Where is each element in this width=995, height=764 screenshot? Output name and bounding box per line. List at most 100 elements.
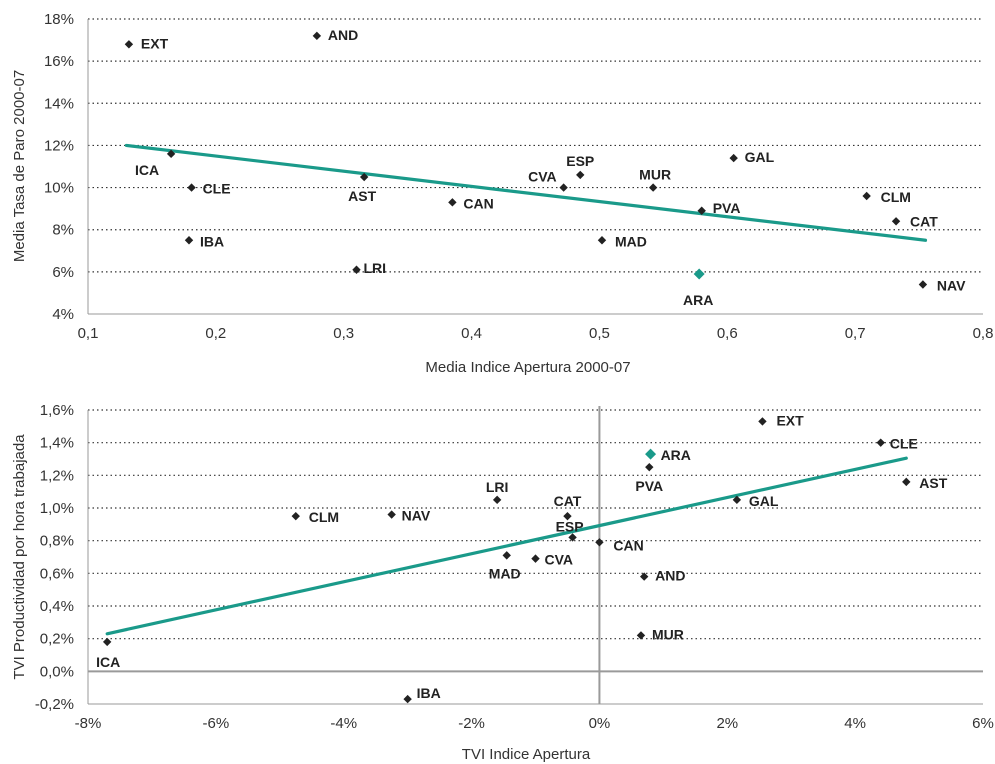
x-tick-label: -6% — [203, 715, 230, 732]
y-tick-label: 0,6% — [40, 565, 74, 582]
data-label-mad: MAD — [615, 233, 647, 249]
data-point-cva — [559, 183, 568, 192]
x-tick-label: -4% — [330, 715, 357, 732]
data-label-esp: ESP — [556, 518, 584, 534]
data-point-mur — [648, 183, 658, 192]
data-point-cat — [563, 511, 572, 521]
x-tick-label: 0,8 — [973, 325, 994, 342]
data-point-esp — [568, 533, 577, 542]
y-tick-label: -0,2% — [35, 696, 74, 713]
data-point-lri — [492, 495, 502, 505]
data-label-lri: LRI — [486, 479, 509, 495]
y-tick-label: 0,4% — [40, 598, 74, 615]
data-label-mur: MUR — [639, 167, 671, 183]
y-tick-label: 1,4% — [40, 435, 74, 452]
x-tick-label: 4% — [844, 715, 866, 732]
data-label-can: CAN — [613, 537, 643, 553]
data-point-cva — [531, 554, 540, 563]
data-label-nav: NAV — [937, 278, 966, 294]
data-point-nav — [918, 280, 928, 289]
data-label-cva: CVA — [528, 169, 557, 185]
x-axis-title: TVI Indice Apertura — [462, 746, 591, 763]
data-label-gal: GAL — [749, 493, 779, 509]
x-tick-label: 0,2 — [205, 325, 226, 342]
y-tick-label: 6% — [52, 264, 74, 281]
data-label-nav: NAV — [402, 508, 431, 524]
data-point-cle — [187, 183, 196, 192]
data-point-ext — [124, 40, 134, 49]
y-tick-label: 4% — [52, 306, 74, 323]
data-label-ara: ARA — [661, 447, 691, 463]
data-label-ext: EXT — [776, 412, 804, 428]
data-point-ara — [645, 448, 657, 460]
data-label-and: AND — [328, 27, 358, 43]
x-tick-label: 0,6 — [717, 325, 738, 342]
y-tick-label: 0,8% — [40, 533, 74, 550]
x-axis-title: Media Indice Apertura 2000-07 — [425, 359, 630, 376]
y-axis-title: Media Tasa de Paro 2000-07 — [11, 70, 28, 262]
data-label-can: CAN — [463, 195, 493, 211]
data-point-ast — [902, 477, 911, 487]
data-point-cle — [876, 438, 885, 447]
x-tick-label: 0% — [589, 715, 611, 732]
data-label-cat: CAT — [910, 213, 938, 229]
data-point-mad — [502, 551, 511, 560]
data-point-ara — [693, 268, 705, 280]
data-label-and: AND — [655, 568, 685, 584]
y-tick-label: 1,2% — [40, 467, 74, 484]
x-tick-label: -8% — [75, 715, 102, 732]
data-point-pva — [645, 462, 654, 472]
data-point-gal — [732, 495, 742, 505]
data-point-can — [448, 198, 457, 207]
data-point-can — [595, 538, 604, 547]
x-tick-label: 0,3 — [333, 325, 354, 342]
data-label-pva: PVA — [635, 478, 663, 494]
data-label-clm: CLM — [881, 189, 911, 205]
data-point-clm — [291, 511, 300, 521]
data-label-ast: AST — [919, 475, 947, 491]
x-tick-label: 6% — [972, 715, 994, 732]
data-label-ast: AST — [348, 188, 376, 204]
y-tick-label: 10% — [44, 180, 74, 197]
data-label-cat: CAT — [554, 493, 582, 509]
data-label-ext: EXT — [141, 35, 169, 51]
data-point-and — [312, 31, 322, 41]
y-tick-label: 8% — [52, 222, 74, 239]
trendline — [105, 456, 908, 636]
y-tick-label: 0,0% — [40, 663, 74, 680]
data-label-ica: ICA — [96, 654, 120, 670]
data-label-esp: ESP — [566, 153, 594, 169]
data-label-iba: IBA — [200, 233, 224, 249]
data-point-and — [639, 572, 649, 581]
data-point-clm — [862, 191, 871, 201]
data-point-iba — [184, 236, 194, 245]
x-tick-label: 2% — [716, 715, 738, 732]
y-tick-label: 0,2% — [40, 631, 74, 648]
chart-productivity-vs-openness: -0,2% 0,0% 0,2% 0,4% 0,6% 0,8% 1,0% 1,2% 1,4% 1,6… — [11, 402, 994, 763]
data-label-cle: CLE — [203, 181, 231, 197]
data-label-ica: ICA — [135, 162, 159, 178]
y-tick-label: 14% — [44, 95, 74, 112]
data-label-mur: MUR — [652, 626, 684, 642]
data-label-gal: GAL — [745, 149, 775, 165]
data-point-cat — [891, 217, 901, 226]
data-label-ara: ARA — [683, 292, 713, 308]
data-point-nav — [387, 510, 396, 519]
data-label-cva: CVA — [545, 552, 574, 568]
y-tick-label: 12% — [44, 137, 74, 154]
y-tick-label: 18% — [44, 11, 74, 28]
data-point-pva — [697, 206, 706, 215]
y-tick-label: 1,0% — [40, 500, 74, 517]
data-point-esp — [576, 170, 585, 180]
x-tick-label: 0,1 — [78, 325, 99, 342]
y-tick-label: 1,6% — [40, 402, 74, 419]
x-tick-label: 0,7 — [845, 325, 866, 342]
data-label-clm: CLM — [309, 509, 339, 525]
data-point-mur — [636, 631, 646, 640]
y-axis-title: TVI Productividad por hora trabajada — [11, 434, 28, 680]
data-point-mad — [597, 236, 607, 245]
y-tick-label: 16% — [44, 53, 74, 70]
x-tick-label: 0,4 — [461, 325, 482, 342]
data-point-ica — [102, 637, 112, 647]
data-point-lri — [352, 265, 361, 274]
